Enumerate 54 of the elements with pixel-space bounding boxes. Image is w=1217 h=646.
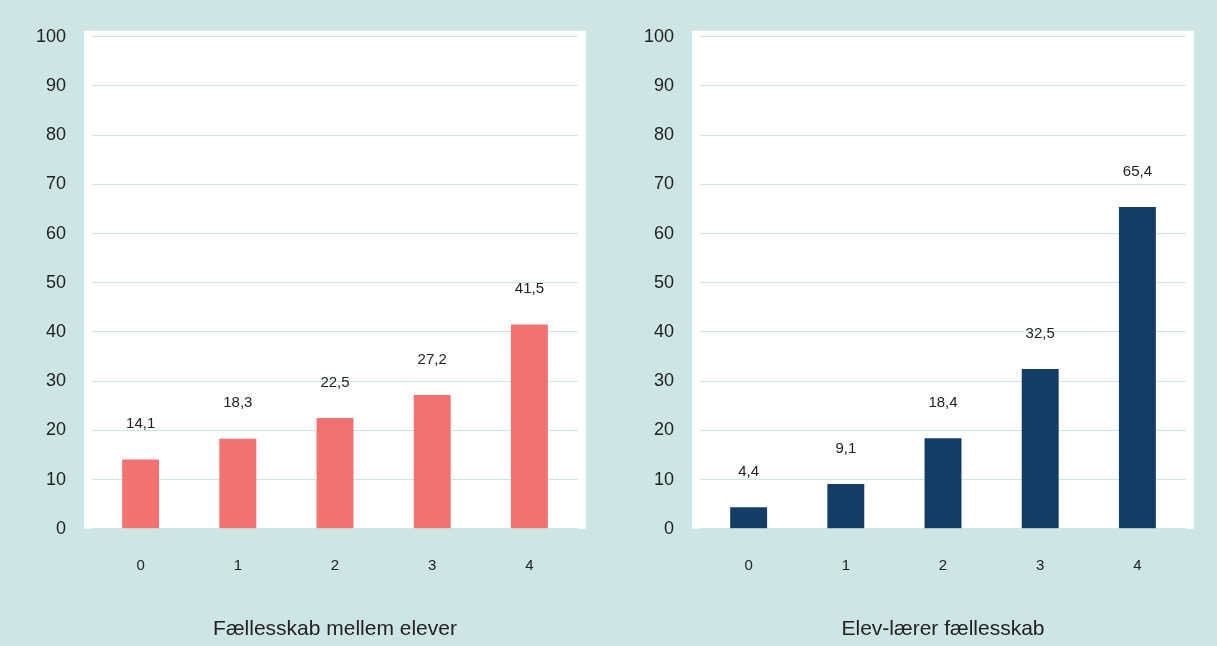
y-tick-label: 40 (654, 320, 675, 341)
y-tick-label: 40 (46, 320, 67, 341)
y-tick-label: 80 (46, 124, 67, 145)
x-tick-label: 1 (841, 555, 850, 573)
bar (827, 484, 865, 529)
bar (219, 438, 257, 529)
y-tick-label: 30 (46, 370, 67, 391)
x-tick-label: 0 (744, 555, 753, 573)
y-tick-label: 30 (654, 370, 675, 391)
bar (1118, 207, 1156, 529)
x-tick-label: 4 (1133, 555, 1142, 573)
data-label: 18,3 (223, 393, 253, 411)
data-label: 32,5 (1025, 323, 1055, 341)
x-tick-label: 4 (525, 555, 534, 573)
data-label: 18,4 (928, 392, 958, 410)
data-label: 41,5 (514, 279, 544, 297)
data-label: 65,4 (1122, 161, 1152, 179)
data-label: 9,1 (835, 438, 857, 456)
y-tick-label: 20 (654, 419, 675, 440)
data-label: 22,5 (320, 372, 350, 390)
y-tick-label: 60 (654, 222, 675, 243)
bar (316, 418, 354, 529)
y-tick-label: 90 (654, 74, 675, 95)
bar (924, 438, 962, 529)
y-tick-label: 70 (46, 173, 67, 194)
bar (122, 459, 160, 529)
y-tick-label: 0 (664, 517, 675, 538)
data-label: 14,1 (126, 414, 156, 432)
y-tick-label: 10 (46, 468, 67, 489)
bar (1021, 368, 1059, 529)
data-label: 27,2 (417, 349, 447, 367)
y-tick-label: 80 (654, 124, 675, 145)
y-tick-label: 100 (643, 25, 675, 46)
x-tick-label: 0 (136, 555, 145, 573)
y-tick-label: 50 (46, 271, 67, 292)
y-tick-label: 20 (46, 419, 67, 440)
y-tick-label: 50 (654, 271, 675, 292)
y-tick-label: 100 (35, 25, 67, 46)
bar (413, 394, 451, 529)
x-axis-title: Fællesskab mellem elever (213, 616, 457, 640)
bar (510, 324, 548, 529)
x-tick-label: 3 (1036, 555, 1045, 573)
y-tick-label: 70 (654, 173, 675, 194)
bar (730, 507, 768, 529)
x-axis-title: Elev-lærer fællesskab (841, 616, 1045, 640)
x-tick-label: 1 (233, 555, 242, 573)
y-tick-label: 0 (56, 517, 67, 538)
y-tick-label: 90 (46, 74, 67, 95)
x-tick-label: 2 (938, 555, 948, 573)
x-tick-label: 3 (428, 555, 437, 573)
x-tick-label: 2 (330, 555, 340, 573)
data-label: 4,4 (738, 461, 760, 479)
y-tick-label: 10 (654, 468, 675, 489)
y-tick-label: 60 (46, 222, 67, 243)
